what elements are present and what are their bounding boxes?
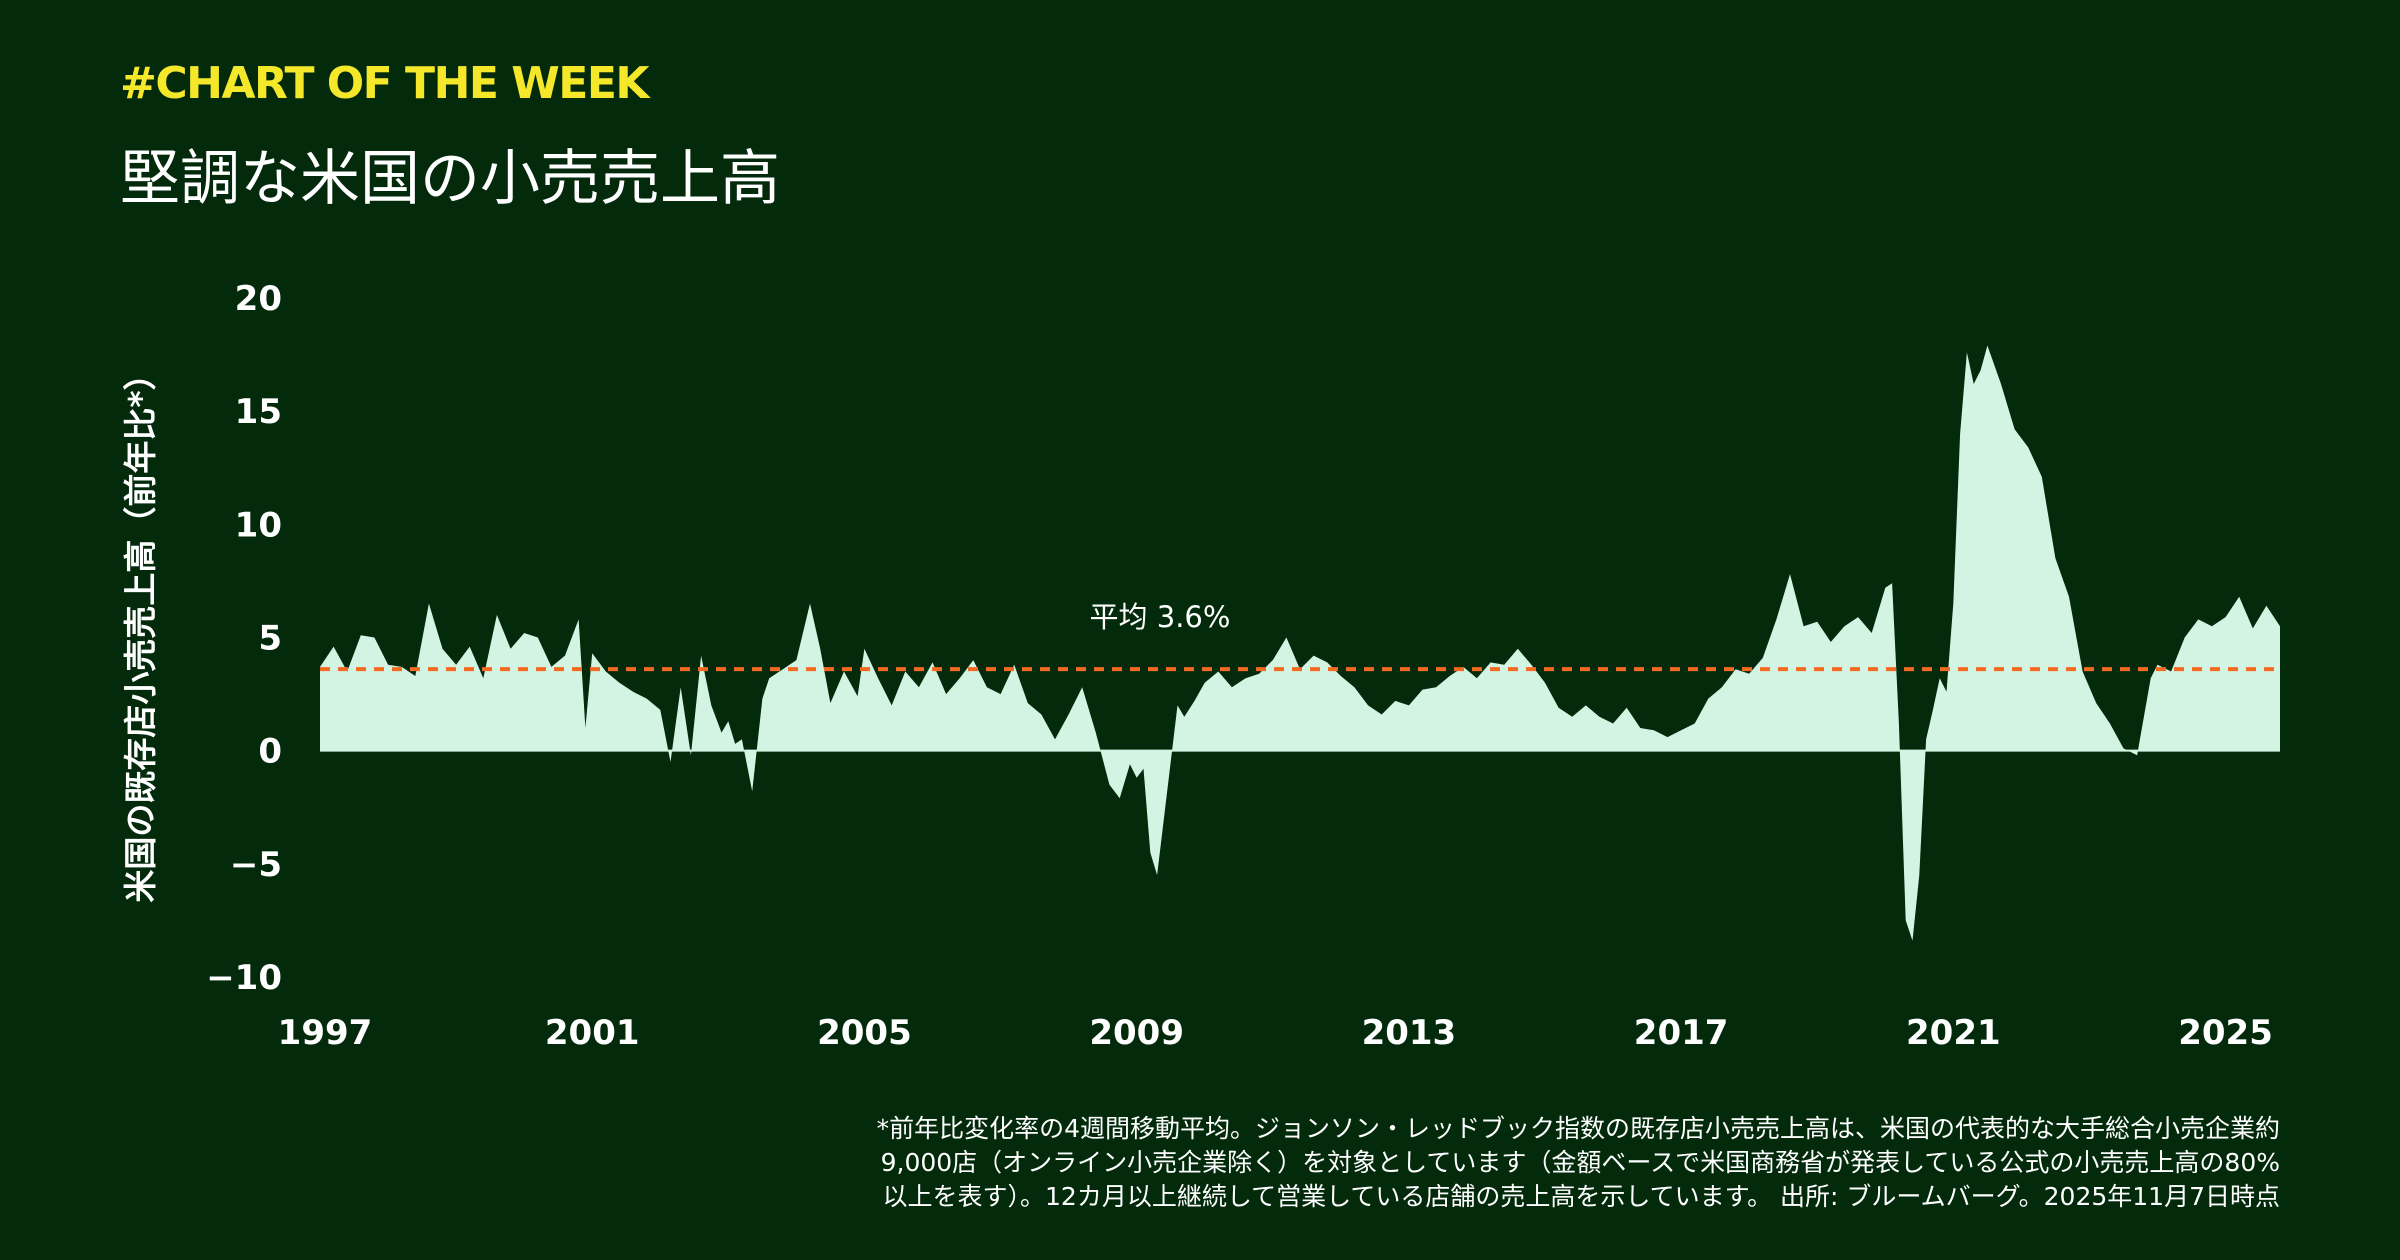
chart-of-the-week-tag: #CHART OF THE WEEK	[120, 58, 650, 109]
x-axis-ticks: 1997 2001 2005 2009 2013 2017 2021 2025	[278, 1013, 2273, 1053]
y-tick-label: −10	[206, 958, 282, 998]
y-tick-label: 10	[235, 505, 282, 545]
x-tick-label: 2025	[2178, 1013, 2273, 1053]
x-tick-label: 2021	[1906, 1013, 2001, 1053]
y-axis-label: 米国の既存店小売売上高（前年比*）	[121, 357, 160, 902]
x-tick-label: 2017	[1634, 1013, 1729, 1053]
x-tick-label: 2001	[545, 1013, 640, 1053]
average-label: 平均 3.6%	[1090, 600, 1231, 634]
x-tick-label: 2005	[817, 1013, 912, 1053]
footnote-line-3: 以上を表す）。12カ月以上継続して営業している店舗の売上高を示しています。 出所…	[882, 1182, 2280, 1211]
x-tick-label: 2009	[1089, 1013, 1184, 1053]
y-axis-ticks: 20 15 10 5 0 −5 −10	[206, 279, 282, 998]
y-tick-label: 15	[235, 392, 282, 432]
footnote-line-1: *前年比変化率の4週間移動平均。ジョンソン・レッドブック指数の既存店小売売上高は…	[876, 1114, 2280, 1143]
chart-title: 堅調な米国の小売売上高	[120, 144, 780, 214]
y-tick-label: 5	[258, 619, 282, 659]
y-tick-label: −5	[230, 845, 282, 885]
y-tick-label: 20	[235, 279, 282, 319]
retail-sales-area	[320, 345, 2280, 941]
footnote-line-2: 9,000店（オンライン小売企業除く）を対象としています（金額ベースで米国商務省…	[880, 1148, 2280, 1177]
x-tick-label: 2013	[1362, 1013, 1457, 1053]
y-tick-label: 0	[258, 732, 282, 772]
x-tick-label: 1997	[278, 1013, 373, 1053]
footnote: *前年比変化率の4週間移動平均。ジョンソン・レッドブック指数の既存店小売売上高は…	[580, 1112, 2280, 1214]
